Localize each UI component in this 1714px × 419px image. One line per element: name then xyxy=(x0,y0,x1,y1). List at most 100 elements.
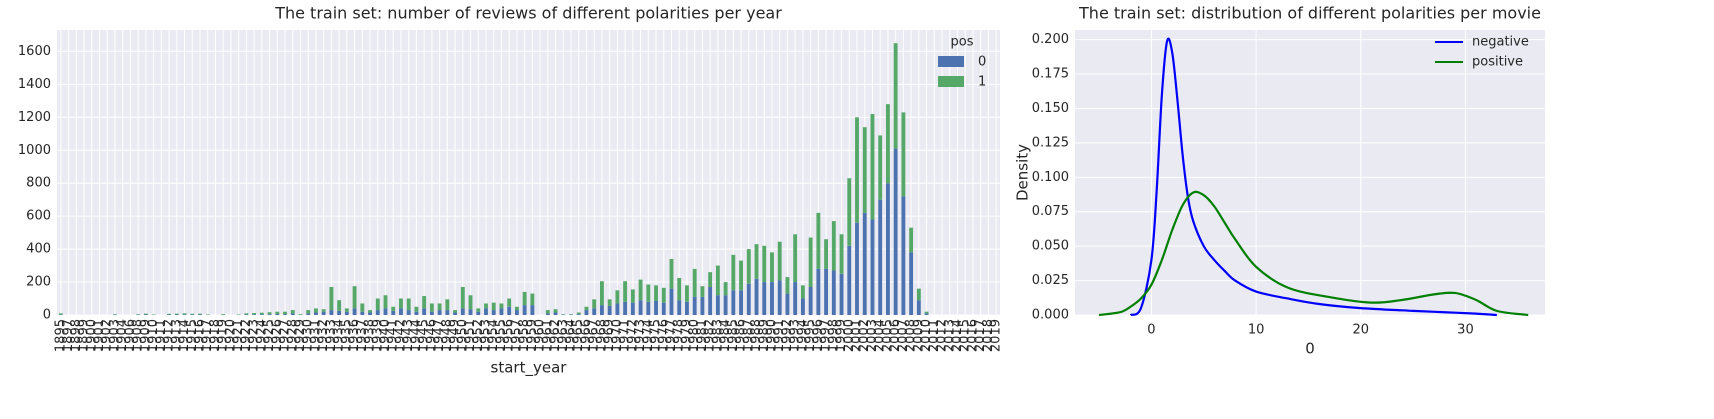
bar xyxy=(855,222,859,315)
x-tick-label: 1914 xyxy=(177,319,192,352)
bar xyxy=(391,310,396,315)
x-tick-label: 1933 xyxy=(324,319,339,352)
x-tick-label: 1913 xyxy=(169,319,184,352)
bar xyxy=(259,314,264,315)
x-tick-label: 10 xyxy=(1248,323,1265,338)
bar xyxy=(847,178,852,246)
y-tick-label: 800 xyxy=(26,176,51,191)
x-tick-label: 1923 xyxy=(247,319,262,352)
x-tick-label: 1900 xyxy=(84,319,99,352)
y-tick-label: 1400 xyxy=(18,77,51,92)
x-tick-label: 1925 xyxy=(262,319,277,352)
x-tick-label: 1943 xyxy=(401,319,416,352)
bar xyxy=(785,277,790,294)
bar xyxy=(762,282,767,315)
x-tick-label: 1946 xyxy=(424,319,439,352)
x-tick-label: 1962 xyxy=(548,319,563,352)
x-tick-label: 2002 xyxy=(857,319,872,352)
bar xyxy=(290,313,295,315)
x-tick-label: 1917 xyxy=(200,319,215,352)
bar xyxy=(445,310,450,315)
legend-label: 1 xyxy=(978,75,986,90)
bar xyxy=(484,303,488,309)
x-tick-label: 1944 xyxy=(409,319,424,352)
x-tick-label: 1980 xyxy=(687,319,702,352)
x-tick-label: 1959 xyxy=(525,319,540,352)
bar xyxy=(290,310,295,314)
x-tick-label: 1956 xyxy=(502,319,517,352)
y-tick-label: 1000 xyxy=(18,143,51,158)
bar xyxy=(847,245,852,315)
x-tick-label: 1954 xyxy=(486,319,501,352)
bar xyxy=(646,284,651,302)
bar xyxy=(715,295,720,315)
x-tick-label: 2011 xyxy=(927,319,942,352)
bar xyxy=(576,314,581,315)
bar xyxy=(654,300,658,315)
bar xyxy=(182,313,187,315)
x-tick-label: 1948 xyxy=(440,319,455,352)
x-tick-label: 1994 xyxy=(795,319,810,352)
bar xyxy=(677,277,682,301)
bar xyxy=(252,313,257,315)
bar xyxy=(58,313,63,315)
bar xyxy=(800,285,805,299)
bar xyxy=(615,290,620,304)
line xyxy=(1098,190,1529,317)
bar xyxy=(669,258,674,289)
bar xyxy=(746,283,751,315)
x-tick-label: 1929 xyxy=(293,319,308,352)
bar xyxy=(507,306,512,315)
x-tick-label: 1979 xyxy=(679,319,694,352)
x-tick-label: 1915 xyxy=(185,319,200,352)
bar xyxy=(816,268,821,315)
bar xyxy=(344,308,349,312)
x-tick-label: 2009 xyxy=(911,319,926,352)
bar xyxy=(862,127,867,213)
bar xyxy=(808,237,813,287)
x-tick-label: 2017 xyxy=(973,319,988,352)
bar xyxy=(677,300,682,315)
bar xyxy=(816,212,821,269)
x-tick-label: 1912 xyxy=(162,319,177,352)
bar xyxy=(777,241,782,281)
x-tick-label: 1931 xyxy=(308,319,323,352)
bar xyxy=(453,310,458,313)
bar xyxy=(893,43,898,149)
x-tick-label: 0 xyxy=(1147,323,1155,338)
x-tick-label: 1993 xyxy=(788,319,803,352)
x-tick-label: 1972 xyxy=(625,319,640,352)
bar xyxy=(623,281,628,302)
bar xyxy=(190,313,195,315)
bar xyxy=(870,219,875,315)
x-tick-label: 1978 xyxy=(672,319,687,352)
bar xyxy=(731,254,736,291)
bar xyxy=(143,313,148,315)
bar xyxy=(352,308,357,315)
y-axis-label: Density xyxy=(1014,144,1032,201)
x-tick-label: 1991 xyxy=(772,319,787,352)
x-tick-label: 1974 xyxy=(641,319,656,352)
bar xyxy=(824,239,829,269)
bar xyxy=(399,308,403,315)
x-tick-label: 1897 xyxy=(61,319,76,352)
x-tick-label: 1982 xyxy=(703,319,718,352)
x-tick-label: 1932 xyxy=(316,319,331,352)
x-tick-label: 1981 xyxy=(695,319,710,352)
bar xyxy=(383,308,388,315)
bar xyxy=(414,311,419,315)
legend-label: 0 xyxy=(978,55,986,70)
bar xyxy=(491,310,496,315)
y-tick-label: 0.000 xyxy=(1032,308,1069,323)
bar xyxy=(909,252,914,315)
bar xyxy=(167,313,172,315)
x-tick-label: 1901 xyxy=(92,319,107,352)
x-tick-label: 1922 xyxy=(239,319,254,352)
bar xyxy=(275,311,280,315)
y-tick-label: 0 xyxy=(43,308,51,323)
bar xyxy=(491,302,496,311)
x-tick-label: 1951 xyxy=(463,319,478,352)
bar xyxy=(259,312,264,315)
x-tick-label: 1983 xyxy=(710,319,725,352)
x-tick-label: 2016 xyxy=(965,319,980,352)
